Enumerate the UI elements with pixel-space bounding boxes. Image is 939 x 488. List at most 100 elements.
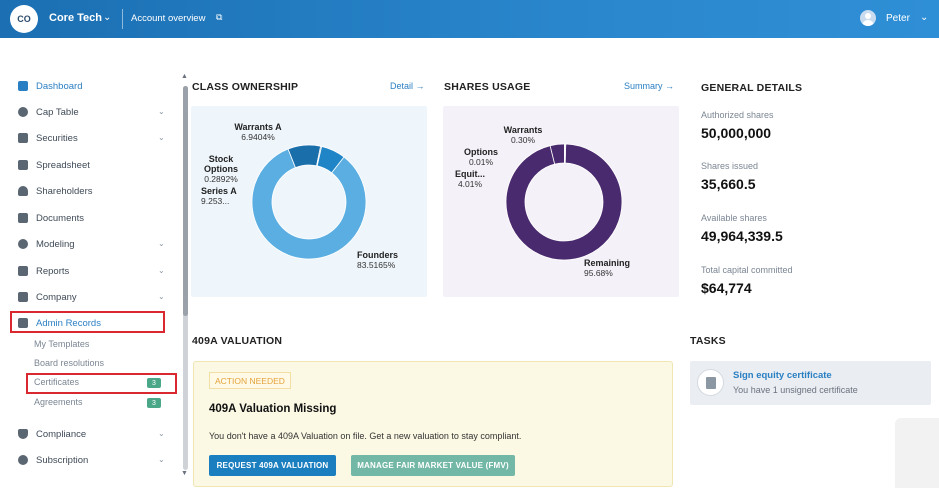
company-name[interactable]: Core Tech [49,12,102,24]
external-link-icon[interactable]: ⧉ [216,12,223,22]
sidebar-item-cap-table[interactable]: Cap Table [18,105,79,119]
sidebar-item-dashboard[interactable]: Dashboard [18,79,82,93]
sidebar-item-label: Reports [36,265,70,277]
slice-warrants[interactable] [564,143,567,164]
documents-icon [18,213,28,223]
header-divider [122,9,123,29]
sidebar-subitem-my-templates[interactable]: My Templates [34,339,90,349]
sidebar-subitem-certificates[interactable]: Certificates [34,377,80,387]
manage-fmv-button[interactable]: MANAGE FAIR MARKET VALUE (FMV) [351,455,515,476]
general-details-title: GENERAL DETAILS [701,82,803,94]
sidebar-item-company[interactable]: Company [18,290,77,304]
shares-usage-panel [443,106,679,297]
authorized-shares-value: 50,000,000 [701,125,772,141]
account-overview-link[interactable]: Account overview [131,13,206,24]
detail-link[interactable]: Detail → [390,81,425,91]
chart-label-equity: Equit... 4.01% [455,169,485,189]
chevron-down-icon[interactable]: ⌄ [158,107,165,116]
chart-label-founders: Founders 83.5165% [357,250,399,270]
pie-icon [18,107,28,117]
sidebar-item-compliance[interactable]: Compliance [18,427,86,441]
shares-usage-title: SHARES USAGE [444,81,531,93]
available-shares-value: 49,964,339.5 [701,228,783,244]
company-avatar[interactable]: CO [10,5,38,33]
dashboard-icon [18,81,28,91]
user-name[interactable]: Peter [886,13,910,24]
valuation-text: You don't have a 409A Valuation on file.… [209,431,522,441]
task-subtitle: You have 1 unsigned certificate [733,385,858,395]
spreadsheet-icon [18,160,28,170]
scroll-up-arrow[interactable]: ▲ [181,73,188,80]
sidebar-item-securities[interactable]: Securities [18,131,78,145]
reports-icon [18,266,28,276]
company-icon [18,292,28,302]
sidebar-item-modeling[interactable]: Modeling [18,237,75,251]
shares-issued-value: 35,660.5 [701,176,756,192]
chart-label-remaining: Remaining 95.68% [584,258,631,278]
count-badge: 3 [147,398,161,408]
chart-label-warrants: Warrants 0.30% [503,125,543,145]
chart-label-stock-options: Stock Options 0.2892% [204,154,238,184]
valuation-heading: 409A Valuation Missing [209,403,337,415]
summary-link-label: Summary [624,81,663,91]
class-ownership-title: CLASS OWNERSHIP [192,81,299,93]
shares-usage-chart [505,143,623,261]
chart-label-options: Options 0.01% [464,147,498,167]
slice-warrants-a[interactable] [316,145,345,174]
chevron-down-icon[interactable]: ⌄ [158,429,165,438]
chevron-down-icon[interactable]: ⌄ [158,292,165,301]
summary-link[interactable]: Summary → [624,81,674,91]
sidebar-subitem-board-resolutions[interactable]: Board resolutions [34,358,105,368]
shares-issued-label: Shares issued [701,161,759,171]
securities-icon [18,133,28,143]
scrollbar-thumb[interactable] [183,86,188,316]
sidebar-item-label: Modeling [36,238,75,250]
sidebar-subitem-agreements[interactable]: Agreements [34,397,83,407]
task-item[interactable] [690,361,931,405]
chevron-down-icon[interactable]: ⌄ [158,455,165,464]
shield-icon [18,429,28,439]
authorized-shares-label: Authorized shares [701,110,774,120]
chevron-down-icon[interactable]: ⌄ [158,266,165,275]
arrow-right-icon: → [415,81,425,91]
action-needed-badge: ACTION NEEDED [209,372,291,389]
corner-overlay [895,418,939,488]
admin-icon [18,318,28,328]
sidebar-item-label: Company [36,291,77,303]
chevron-down-icon[interactable]: ⌄ [158,133,165,142]
total-capital-label: Total capital committed [701,265,793,275]
detail-link-label: Detail [390,81,414,91]
bulb-icon [18,239,28,249]
sidebar-item-spreadsheet[interactable]: Spreadsheet [18,158,90,172]
sidebar-item-shareholders[interactable]: Shareholders [18,184,93,198]
valuation-title: 409A VALUATION [192,335,283,347]
sidebar-item-label: Compliance [36,428,87,440]
dollar-icon [18,455,28,465]
request-409a-button[interactable]: REQUEST 409A VALUATION [209,455,336,476]
chart-label-warrants-a: Warrants A 6.9404% [234,122,282,142]
sidebar-item-documents[interactable]: Documents [18,211,84,225]
sidebar-item-admin-records[interactable]: Admin Records [18,316,101,330]
sidebar-item-label: Cap Table [36,106,79,118]
chevron-down-icon[interactable]: ⌄ [158,239,165,248]
user-avatar-icon[interactable] [860,10,876,26]
chart-label-series-a: Series A 9.253... [201,186,237,206]
tasks-title: TASKS [690,335,726,347]
highlight-box [10,311,165,333]
sidebar-item-label: Spreadsheet [36,159,90,171]
sidebar-item-reports[interactable]: Reports [18,264,69,278]
chevron-down-icon[interactable]: ⌄ [103,12,112,23]
class-ownership-panel [191,106,427,297]
scroll-down-arrow[interactable]: ▼ [181,470,188,477]
sidebar-item-label: Documents [36,212,85,224]
slice-remaining[interactable] [505,143,623,261]
sidebar-item-subscription[interactable]: Subscription [18,453,88,467]
count-badge: 3 [147,378,161,388]
sidebar-item-label: Shareholders [36,185,93,197]
task-title[interactable]: Sign equity certificate [733,370,832,381]
available-shares-label: Available shares [701,213,767,223]
sidebar-item-label: Dashboard [36,80,83,92]
chevron-down-icon[interactable]: ⌄ [920,12,929,23]
slice-founders[interactable] [251,148,367,260]
person-icon [18,186,28,196]
